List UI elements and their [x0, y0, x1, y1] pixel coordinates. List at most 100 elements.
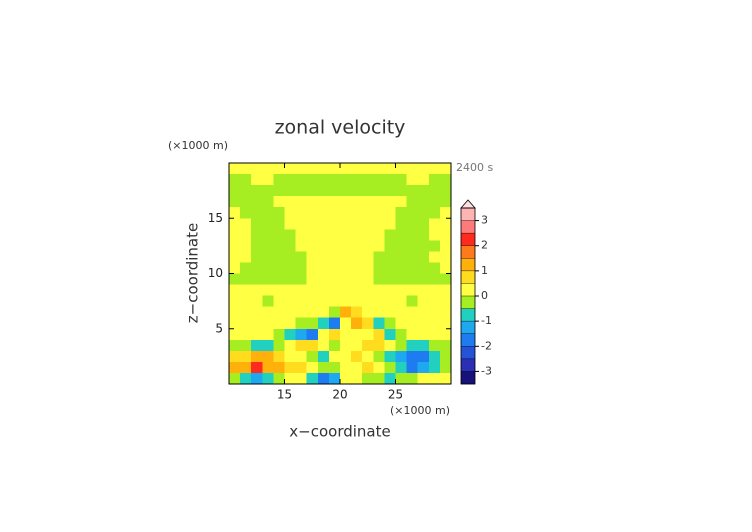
time-label: 2400 s	[456, 161, 493, 174]
field-cell	[295, 295, 308, 308]
field-cell	[295, 361, 308, 374]
field-cell	[373, 163, 385, 175]
field-cell	[395, 174, 408, 186]
field-cell	[229, 174, 241, 186]
field-cell	[317, 218, 330, 230]
field-cell	[262, 328, 274, 341]
field-cell	[229, 229, 241, 241]
field-cell	[295, 339, 308, 352]
field-cell	[406, 317, 419, 330]
field-cell	[273, 240, 286, 252]
field-cell	[340, 196, 352, 208]
colorbar-band	[461, 233, 475, 246]
field-cell	[384, 306, 397, 319]
field-cell	[351, 218, 363, 230]
field-cell	[439, 273, 452, 286]
field-cell	[229, 196, 241, 208]
field-cell	[340, 306, 352, 319]
field-cell	[240, 328, 252, 341]
field-cell	[417, 284, 430, 297]
colorbar-band	[461, 346, 475, 359]
colorbar-band	[461, 371, 475, 384]
field-cell	[340, 185, 352, 197]
field-cell	[439, 218, 452, 230]
field-cell	[317, 350, 330, 363]
field-cell	[362, 240, 374, 252]
field-cell	[240, 284, 252, 297]
field-cell	[240, 240, 252, 252]
field-cell	[417, 273, 430, 286]
y-axis-label: z−coordinate	[184, 223, 202, 323]
field-cell	[306, 196, 319, 208]
field-cell	[251, 284, 263, 297]
field-cell	[373, 273, 385, 286]
field-cell	[317, 328, 330, 341]
field-cell	[273, 361, 286, 374]
field-cell	[351, 295, 363, 308]
field-cell	[406, 361, 419, 374]
field-cell	[251, 328, 263, 341]
field-cell	[417, 185, 430, 197]
colorbar-band	[461, 308, 475, 322]
field-cell	[240, 372, 252, 385]
field-cell	[284, 295, 297, 308]
field-cell	[251, 185, 263, 197]
chart-title: zonal velocity	[275, 117, 406, 139]
field-cell	[362, 185, 374, 197]
field-cell	[373, 372, 385, 385]
field-cell	[251, 229, 263, 241]
field-cell	[251, 218, 263, 230]
field-cell	[295, 328, 308, 341]
field-cell	[273, 229, 286, 241]
field-cell	[273, 207, 286, 219]
field-cell	[428, 361, 441, 374]
field-cell	[373, 218, 385, 230]
field-cell	[306, 262, 319, 275]
field-cell	[340, 328, 352, 341]
field-cell	[439, 339, 452, 352]
field-cell	[251, 350, 263, 363]
field-cell	[362, 372, 374, 385]
field-cell	[373, 328, 385, 341]
field-cell	[406, 372, 419, 385]
field-cell	[273, 306, 286, 319]
colorbar-band	[461, 283, 475, 296]
field-cell	[373, 262, 385, 275]
field-cell	[284, 185, 297, 197]
field-cell	[306, 317, 319, 330]
field-cell	[240, 196, 252, 208]
field-cell	[384, 317, 397, 330]
field-cell	[251, 251, 263, 264]
field-cell	[273, 372, 286, 385]
field-cell	[340, 251, 352, 264]
field-cell	[317, 306, 330, 319]
field-cell	[240, 262, 252, 275]
field-cell	[351, 339, 363, 352]
field-cell	[351, 317, 363, 330]
field-cell	[295, 229, 308, 241]
field-cell	[240, 174, 252, 186]
field-cell	[284, 196, 297, 208]
field-cell	[251, 361, 263, 374]
field-cell	[384, 372, 397, 385]
field-cell	[262, 284, 274, 297]
field-cell	[428, 295, 441, 308]
field-cell	[262, 262, 274, 275]
field-cell	[295, 174, 308, 186]
field-cell	[406, 196, 419, 208]
field-cell	[395, 207, 408, 219]
field-cell	[384, 185, 397, 197]
field-cell	[439, 163, 452, 175]
field-cell	[273, 328, 286, 341]
field-cell	[439, 207, 452, 219]
field-cell	[317, 284, 330, 297]
field-cell	[406, 163, 419, 175]
field-cell	[295, 251, 308, 264]
field-cell	[351, 174, 363, 186]
field-cell	[262, 218, 274, 230]
field-cell	[373, 284, 385, 297]
field-cell	[439, 174, 452, 186]
field-cell	[362, 339, 374, 352]
field-cell	[328, 339, 341, 352]
field-cell	[229, 240, 241, 252]
